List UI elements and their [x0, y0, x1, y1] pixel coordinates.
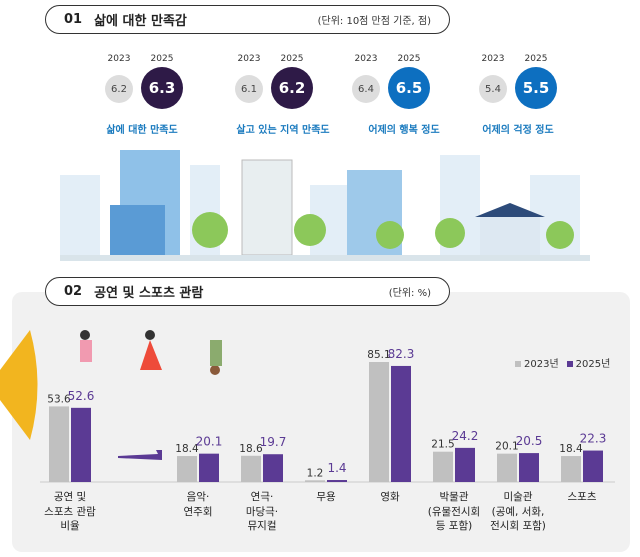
bar-2025 [455, 447, 475, 482]
metric-label: 어제의 행복 정도 [368, 125, 440, 136]
data-label: 53.6 [47, 393, 71, 405]
section2-header: 02 공연 및 스포츠 관람 (단위: %) [45, 277, 450, 306]
value-2025-circle: 6.2 [271, 67, 313, 109]
year-2025: 2025 [280, 54, 304, 64]
section2-unit: (단위: %) [388, 288, 431, 299]
value-2025-circle: 6.3 [141, 67, 183, 109]
data-label: 1.2 [307, 467, 324, 479]
legend-2025: 2025년 [566, 355, 610, 370]
bar-2025 [519, 453, 539, 482]
building-middle [241, 159, 293, 256]
value-2025-circle: 5.5 [515, 67, 557, 109]
bar-2025 [263, 454, 283, 482]
data-label: 20.1 [196, 435, 223, 449]
section2-title: 공연 및 스포츠 관람 [94, 286, 204, 301]
bar-2025 [583, 450, 603, 482]
category-label: 무용 [316, 491, 336, 503]
metric-label: 어제의 걱정 정도 [482, 125, 554, 136]
section2-panel [12, 292, 630, 552]
bar-2025 [199, 453, 219, 482]
value-2025-circle: 6.5 [388, 67, 430, 109]
chart-legend: 2023년 2025년 [515, 355, 610, 370]
bar-2023 [49, 406, 69, 482]
section1-header: 01 삶에 대한 만족감 (단위: 10점 만점 기준, 점) [45, 5, 450, 34]
dancers-illustration [80, 330, 222, 375]
value-2023-circle: 6.1 [235, 75, 263, 103]
category-label: 박물관 (유물전시회 등 포함) [427, 491, 481, 533]
year-2025: 2025 [524, 54, 548, 64]
bar-2023 [241, 455, 261, 482]
bar-2023 [497, 453, 517, 482]
bar-2023 [369, 362, 389, 482]
data-label: 18.4 [559, 443, 583, 455]
category-label: 미술관 (공예, 서화, 전시회 포함) [490, 491, 546, 533]
data-label: 21.5 [431, 439, 454, 451]
year-2023: 2023 [481, 54, 505, 64]
bar-2023 [561, 456, 581, 482]
trumpet-illustration [0, 330, 38, 440]
year-2023: 2023 [107, 54, 131, 64]
bar-2025 [391, 365, 411, 482]
section2-number: 02 [64, 284, 83, 299]
value-2023-circle: 6.2 [105, 75, 133, 103]
category-label: 공연 및 스포츠 관람 비율 [44, 491, 96, 533]
bar-2023 [305, 480, 325, 482]
bar-2023 [177, 456, 197, 482]
data-label: 22.3 [580, 432, 607, 446]
category-label: 음악· 연주회 [183, 491, 213, 518]
data-label: 82.3 [388, 347, 415, 361]
data-label: 20.1 [495, 441, 518, 453]
data-label: 18.6 [239, 443, 263, 455]
data-label: 85.1 [367, 349, 390, 361]
section1-number: 01 [64, 12, 83, 27]
year-2025: 2025 [397, 54, 421, 64]
bar-2023 [433, 451, 453, 482]
category-label: 영화 [380, 491, 400, 503]
house [475, 203, 545, 255]
legend-2023: 2023년 [515, 355, 559, 370]
metric-label: 살고 있는 지역 만족도 [236, 125, 330, 136]
data-label: 19.7 [260, 435, 287, 449]
bar-2025 [71, 407, 91, 482]
value-2023-circle: 5.4 [479, 75, 507, 103]
year-2023: 2023 [354, 54, 378, 64]
data-label: 20.5 [516, 434, 543, 448]
data-label: 1.4 [327, 461, 346, 475]
year-2023: 2023 [237, 54, 261, 64]
value-2023-circle: 6.4 [352, 75, 380, 103]
category-label: 스포츠 [567, 491, 597, 503]
building-left [110, 150, 180, 255]
data-label: 24.2 [452, 429, 479, 443]
city-illustration [60, 150, 590, 261]
arrow-icon [118, 450, 162, 460]
section1-unit: (단위: 10점 만점 기준, 점) [317, 16, 431, 27]
data-label: 18.4 [175, 443, 199, 455]
bar-2025 [327, 480, 347, 482]
year-2025: 2025 [150, 54, 174, 64]
metric-label: 삶에 대한 만족도 [106, 125, 178, 136]
category-label: 연극· 마당극· 뮤지컬 [245, 491, 279, 533]
data-label: 52.6 [68, 389, 95, 403]
section1-title: 삶에 대한 만족감 [94, 14, 187, 29]
